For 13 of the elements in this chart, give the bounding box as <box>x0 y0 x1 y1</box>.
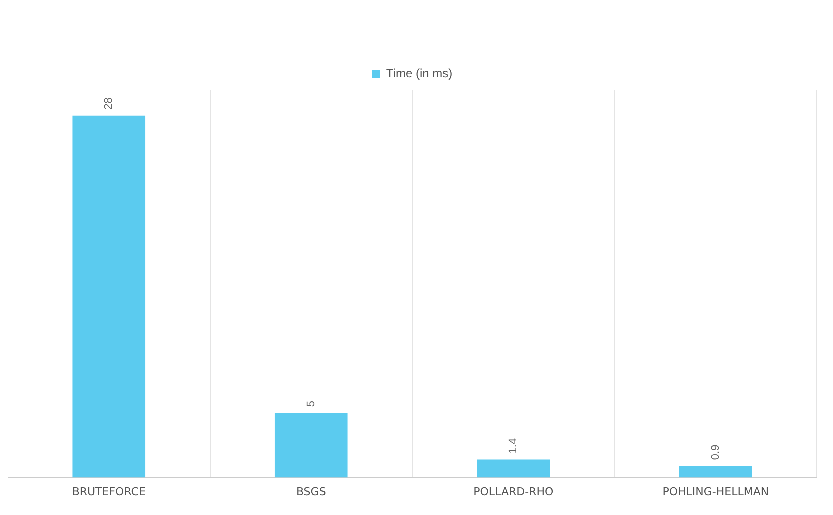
x-tick-label: POHLING-HELLMAN <box>662 485 770 498</box>
x-tick-label: BSGS <box>296 485 326 498</box>
data-label: 1.4 <box>508 438 520 454</box>
bar <box>679 466 752 478</box>
data-label: 28 <box>103 98 116 110</box>
x-tick-label: POLLARD-RHO <box>474 485 554 498</box>
data-label: 5 <box>305 401 318 408</box>
bar <box>72 116 146 478</box>
bar <box>274 413 348 478</box>
x-tick-label: BRUTEFORCE <box>72 485 146 498</box>
bar <box>477 460 550 478</box>
data-label: 0.9 <box>710 444 722 460</box>
legend-label: Time (in ms) <box>386 66 453 80</box>
